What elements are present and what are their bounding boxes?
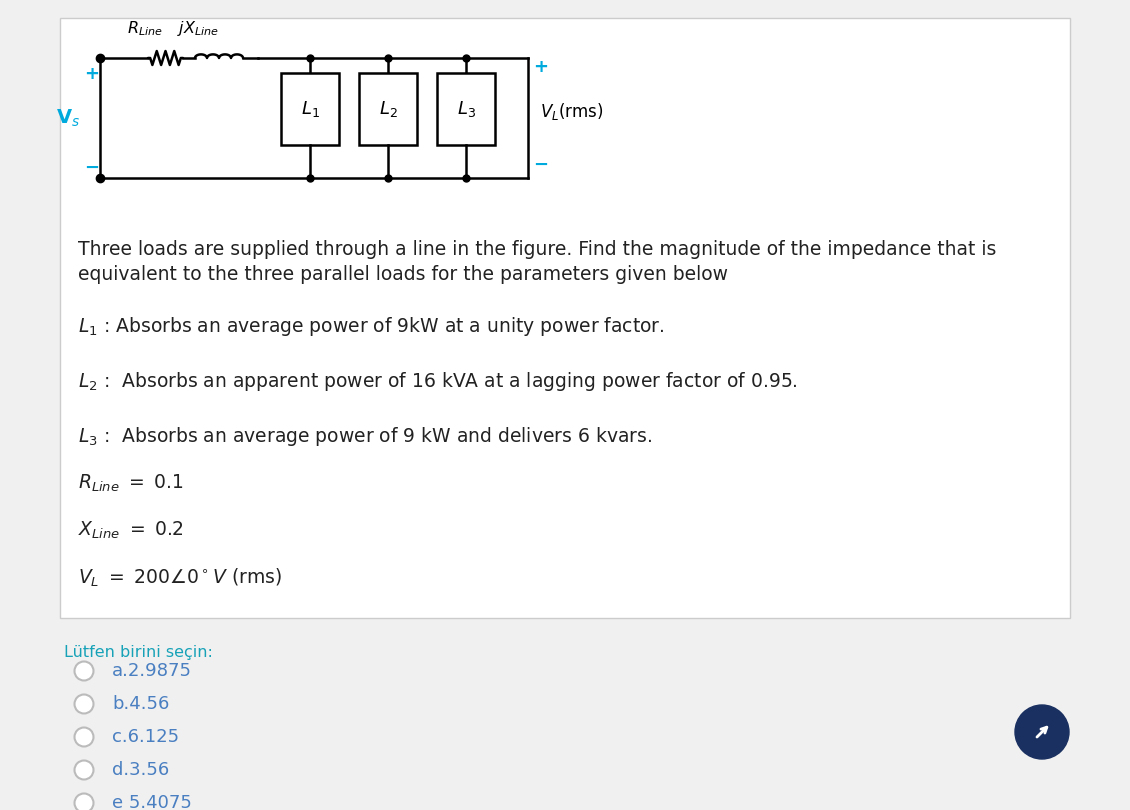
Text: $\mathbf{V}_s$: $\mathbf{V}_s$ xyxy=(56,108,80,129)
Text: $L_2$ :  Absorbs an apparent power of 16 kVA at a lagging power factor of 0.95.: $L_2$ : Absorbs an apparent power of 16 … xyxy=(78,370,798,393)
Text: $L_1$: $L_1$ xyxy=(301,99,320,119)
Text: equivalent to the three parallel loads for the parameters given below: equivalent to the three parallel loads f… xyxy=(78,265,728,284)
Text: $V_L$ $=$ 200$\angle$0$^\circ$$V$ (rms): $V_L$ $=$ 200$\angle$0$^\circ$$V$ (rms) xyxy=(78,567,281,590)
Text: a.2.9875: a.2.9875 xyxy=(112,662,192,680)
Text: $jX_{Line}$: $jX_{Line}$ xyxy=(177,19,219,38)
Circle shape xyxy=(75,694,94,714)
Circle shape xyxy=(1015,705,1069,759)
Bar xyxy=(281,73,339,145)
Bar xyxy=(437,73,495,145)
Text: b.4.56: b.4.56 xyxy=(112,695,170,713)
Text: $L_3$: $L_3$ xyxy=(457,99,476,119)
Circle shape xyxy=(75,727,94,747)
Bar xyxy=(60,18,1070,618)
Text: Lütfen birini seçin:: Lütfen birini seçin: xyxy=(64,645,212,660)
Text: d.3.56: d.3.56 xyxy=(112,761,170,779)
Text: $L_2$: $L_2$ xyxy=(379,99,398,119)
Text: e 5.4075: e 5.4075 xyxy=(112,794,192,810)
Bar xyxy=(359,73,417,145)
Text: +: + xyxy=(533,58,548,76)
Text: $X_{Line}$ $=$ 0.2: $X_{Line}$ $=$ 0.2 xyxy=(78,520,183,541)
Circle shape xyxy=(75,794,94,810)
Text: $L_1$ : Absorbs an average power of 9kW at a unity power factor.: $L_1$ : Absorbs an average power of 9kW … xyxy=(78,315,664,338)
Text: −: − xyxy=(533,156,548,174)
Text: −: − xyxy=(84,159,99,177)
Text: +: + xyxy=(84,65,99,83)
Text: $L_3$ :  Absorbs an average power of 9 kW and delivers 6 kvars.: $L_3$ : Absorbs an average power of 9 kW… xyxy=(78,425,652,448)
Text: $R_{Line}$: $R_{Line}$ xyxy=(127,19,163,38)
Text: $R_{Line}$ $=$ 0.1: $R_{Line}$ $=$ 0.1 xyxy=(78,473,184,494)
Text: Three loads are supplied through a line in the figure. Find the magnitude of the: Three loads are supplied through a line … xyxy=(78,240,997,259)
Circle shape xyxy=(75,662,94,680)
Circle shape xyxy=(75,761,94,779)
Text: c.6.125: c.6.125 xyxy=(112,728,180,746)
Text: $V_L$(rms): $V_L$(rms) xyxy=(540,101,603,122)
